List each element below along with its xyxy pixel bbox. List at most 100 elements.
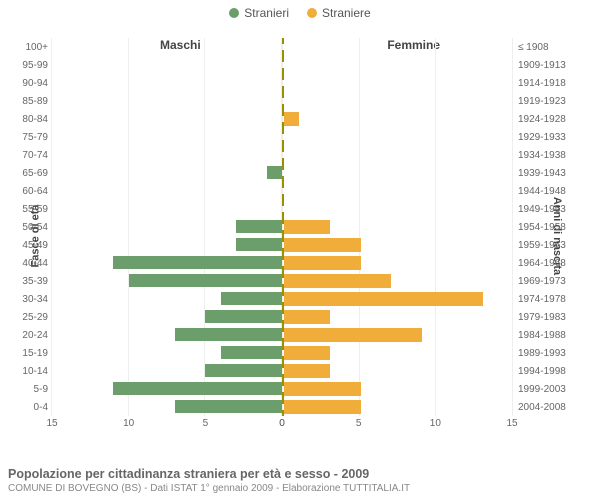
female-half	[284, 236, 514, 254]
male-bar	[267, 166, 282, 179]
female-half	[284, 38, 514, 56]
age-label: 35-39	[0, 276, 52, 287]
female-half	[284, 272, 514, 290]
female-half	[284, 398, 514, 416]
age-row: 75-791929-1933	[0, 128, 600, 146]
age-row: 85-89 1919-1923	[0, 92, 600, 110]
age-row: 70-74 1934-1938	[0, 146, 600, 164]
female-half	[284, 146, 514, 164]
birth-label: 1919-1923	[514, 96, 576, 107]
female-bar	[284, 382, 361, 396]
chart-footer: Popolazione per cittadinanza straniera p…	[8, 467, 592, 494]
female-half	[284, 218, 514, 236]
female-half	[284, 164, 514, 182]
age-row: 0-42004-2008	[0, 398, 600, 416]
birth-label: 1954-1958	[514, 222, 576, 233]
male-bar	[129, 274, 282, 287]
legend-swatch-female	[307, 8, 317, 18]
female-bar	[284, 310, 330, 324]
x-axis-left: 051015	[52, 418, 282, 434]
male-half	[52, 38, 282, 56]
male-bar	[113, 256, 282, 269]
age-label: 80-84	[0, 114, 52, 125]
female-bar	[284, 328, 422, 342]
age-label: 70-74	[0, 150, 52, 161]
male-half	[52, 128, 282, 146]
age-label: 60-64	[0, 186, 52, 197]
male-bar	[236, 220, 282, 233]
male-bar	[221, 292, 282, 305]
birth-label: 1994-1998	[514, 366, 576, 377]
x-tick: 15	[46, 418, 57, 429]
age-row: 50-54 1954-1958	[0, 218, 600, 236]
male-bar	[175, 400, 282, 413]
female-bar	[284, 238, 361, 252]
age-row: 25-291979-1983	[0, 308, 600, 326]
female-bar	[284, 256, 361, 270]
age-row: 30-34 1974-1978	[0, 290, 600, 308]
male-half	[52, 290, 282, 308]
age-row: 35-39 1969-1973	[0, 272, 600, 290]
birth-label: 1984-1988	[514, 330, 576, 341]
male-bar	[205, 364, 282, 377]
female-bar	[284, 364, 330, 378]
legend-label-female: Straniere	[322, 6, 371, 20]
chart-title: Popolazione per cittadinanza straniera p…	[8, 467, 592, 481]
male-half	[52, 182, 282, 200]
female-half	[284, 362, 514, 380]
x-tick: 10	[430, 418, 441, 429]
birth-label: 1909-1913	[514, 60, 576, 71]
age-label: 90-94	[0, 78, 52, 89]
birth-label: 1929-1933	[514, 132, 576, 143]
female-half	[284, 200, 514, 218]
age-label: 10-14	[0, 366, 52, 377]
male-bar	[221, 346, 282, 359]
male-half	[52, 236, 282, 254]
legend-item-female: Straniere	[307, 6, 371, 20]
male-half	[52, 308, 282, 326]
birth-label: 1959-1963	[514, 240, 576, 251]
female-bar	[284, 292, 483, 306]
chart-area: Maschi Femmine Fasce di età Anni di nasc…	[0, 38, 600, 434]
female-bar	[284, 274, 391, 288]
male-bar	[205, 310, 282, 323]
age-row: 55-591949-1953	[0, 200, 600, 218]
legend-swatch-male	[229, 8, 239, 18]
male-half	[52, 398, 282, 416]
male-bar	[175, 328, 282, 341]
age-label: 100+	[0, 42, 52, 53]
male-half	[52, 74, 282, 92]
chart-subtitle: COMUNE DI BOVEGNO (BS) - Dati ISTAT 1° g…	[8, 483, 592, 494]
legend-label-male: Stranieri	[244, 6, 289, 20]
birth-label: 1974-1978	[514, 294, 576, 305]
x-tick: 15	[506, 418, 517, 429]
age-row: 80-841924-1928	[0, 110, 600, 128]
female-half	[284, 110, 514, 128]
age-label: 50-54	[0, 222, 52, 233]
male-half	[52, 164, 282, 182]
female-half	[284, 128, 514, 146]
female-half	[284, 308, 514, 326]
female-half	[284, 344, 514, 362]
female-bar	[284, 346, 330, 360]
age-label: 95-99	[0, 60, 52, 71]
legend: Stranieri Straniere	[0, 0, 600, 20]
age-row: 45-491959-1963	[0, 236, 600, 254]
birth-label: 1914-1918	[514, 78, 576, 89]
male-half	[52, 362, 282, 380]
age-label: 40-44	[0, 258, 52, 269]
x-axis-right: 051015	[282, 418, 512, 434]
female-bar	[284, 112, 299, 126]
birth-label: 1969-1973	[514, 276, 576, 287]
x-tick: 5	[203, 418, 209, 429]
x-axis: 051015 051015	[0, 418, 600, 434]
x-tick: 0	[279, 418, 285, 429]
male-half	[52, 200, 282, 218]
female-bar	[284, 220, 330, 234]
birth-label: 1934-1938	[514, 150, 576, 161]
age-label: 30-34	[0, 294, 52, 305]
male-half	[52, 326, 282, 344]
birth-label: 1979-1983	[514, 312, 576, 323]
male-half	[52, 272, 282, 290]
age-label: 85-89	[0, 96, 52, 107]
